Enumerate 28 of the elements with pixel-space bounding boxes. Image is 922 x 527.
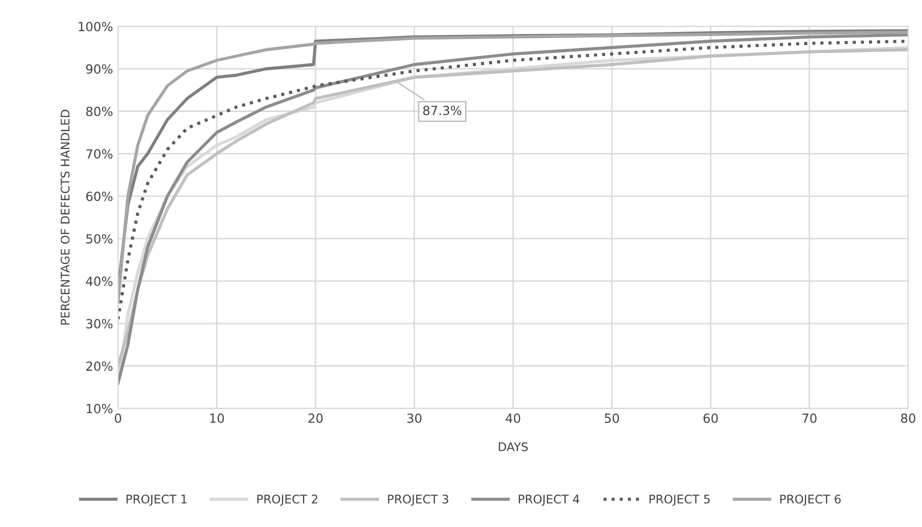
y-tick-label: 50% xyxy=(86,234,112,244)
legend-label: PROJECT 3 xyxy=(388,494,448,506)
legend-label: PROJECT 2 xyxy=(257,494,318,506)
y-tick-label: 90% xyxy=(86,64,112,74)
x-tick-label: 40 xyxy=(506,414,520,423)
x-tick-label: 10 xyxy=(210,414,224,423)
x-tick-label: 30 xyxy=(407,414,422,423)
legend-label: PROJECT 4 xyxy=(518,494,580,506)
y-tick-label: 70% xyxy=(86,149,112,159)
legend-label: PROJECT 5 xyxy=(650,494,710,506)
y-tick-label: 100% xyxy=(78,22,112,32)
x-tick-label: 70 xyxy=(802,414,817,423)
x-axis-title: DAYS xyxy=(498,442,528,452)
legend-label: PROJECT 1 xyxy=(126,494,187,506)
y-tick-label: 10% xyxy=(86,404,112,414)
x-tick-label: 50 xyxy=(604,414,619,423)
y-tick-label: 40% xyxy=(86,276,112,286)
y-tick-label: 30% xyxy=(86,318,112,328)
legend-label: PROJECT 6 xyxy=(780,494,841,506)
y-axis-title: PERCENTAGE OF DEFECTS HANDLED xyxy=(60,110,70,325)
x-tick-label: 0 xyxy=(114,414,122,423)
x-tick-label: 80 xyxy=(901,414,916,423)
y-tick-label: 80% xyxy=(86,106,112,116)
y-tick-label: 60% xyxy=(86,192,112,202)
x-tick-label: 60 xyxy=(704,414,718,423)
x-tick-label: 20 xyxy=(308,414,323,423)
y-tick-label: 20% xyxy=(86,361,112,371)
annotation: 87.3% xyxy=(423,106,462,116)
